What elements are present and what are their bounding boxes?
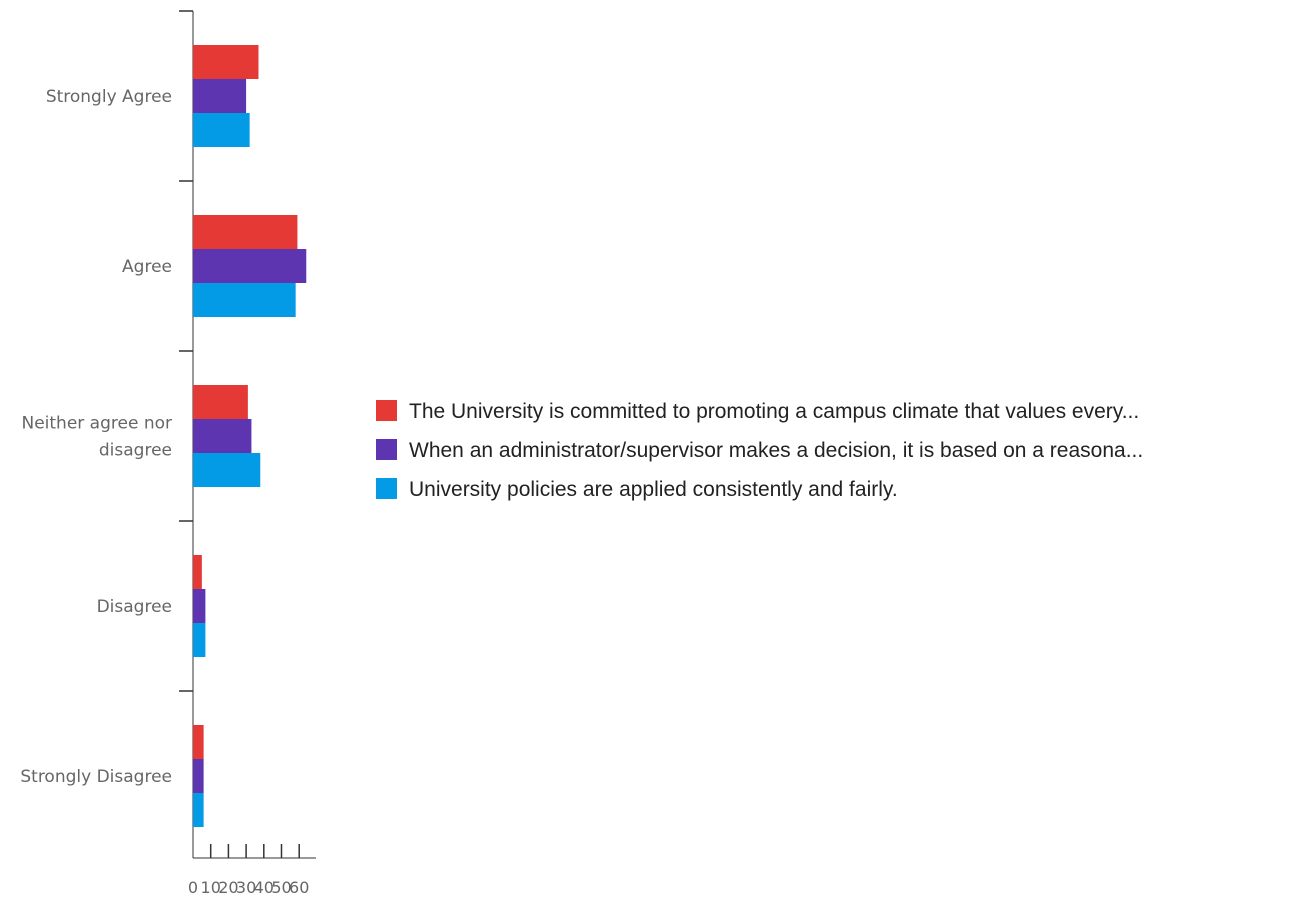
- category-label: Agree: [122, 257, 172, 277]
- bars: [193, 45, 307, 827]
- bar: [193, 725, 204, 759]
- legend-label: University policies are applied consiste…: [409, 478, 898, 501]
- bar: [193, 589, 206, 623]
- category-label: Strongly Disagree: [20, 767, 172, 787]
- legend-label: The University is committed to promoting…: [409, 400, 1139, 423]
- bar: [193, 623, 206, 657]
- bar: [193, 793, 204, 827]
- bar: [193, 113, 250, 147]
- bar: [193, 453, 261, 487]
- x-tick-label: 40: [254, 878, 274, 897]
- bar: [193, 249, 307, 283]
- legend-label: When an administrator/supervisor makes a…: [409, 439, 1143, 462]
- category-labels: Strongly Agree Agree Neither agree nor disa…: [20, 87, 172, 787]
- category-label: Disagree: [97, 597, 172, 617]
- x-tick-label: 30: [236, 878, 256, 897]
- bar: [193, 79, 247, 113]
- bar: [193, 215, 298, 249]
- legend-swatch: [376, 478, 397, 499]
- bar: [193, 555, 202, 589]
- bar: [193, 419, 252, 453]
- bar: [193, 385, 248, 419]
- x-tick-label: 50: [271, 878, 291, 897]
- bar: [193, 283, 296, 317]
- bar: [193, 45, 259, 79]
- legend-swatch: [376, 439, 397, 460]
- bar: [193, 759, 204, 793]
- category-label: Neither agree nor disagree: [21, 414, 172, 461]
- x-tick-label: 10: [201, 878, 221, 897]
- x-tick-label: 20: [218, 878, 238, 897]
- x-tick-label: 60: [289, 878, 309, 897]
- legend: The University is committed to promoting…: [376, 400, 1143, 501]
- x-tick-label: 0: [188, 878, 198, 897]
- legend-swatch: [376, 400, 397, 421]
- category-label: Strongly Agree: [46, 87, 172, 107]
